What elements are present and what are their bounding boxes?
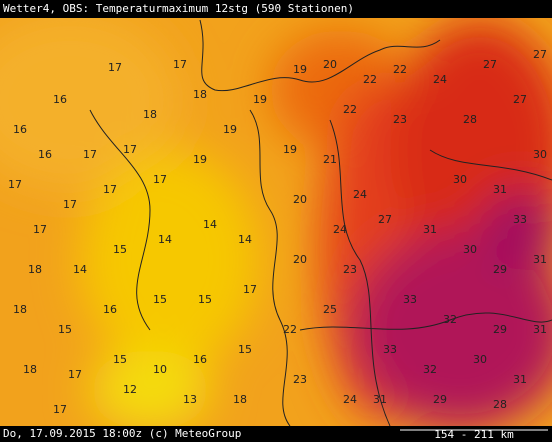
station-value: 20 [293, 193, 307, 206]
station-value: 30 [463, 243, 477, 256]
station-value: 29 [493, 263, 507, 276]
station-value: 17 [153, 173, 167, 186]
station-value: 17 [63, 198, 77, 211]
station-value: 27 [378, 213, 392, 226]
station-value: 17 [173, 58, 187, 71]
station-value: 17 [68, 368, 82, 381]
station-value: 32 [423, 363, 437, 376]
station-value: 19 [193, 153, 207, 166]
station-value: 15 [238, 343, 252, 356]
station-value: 23 [343, 263, 357, 276]
station-value: 24 [433, 73, 447, 86]
header-bar [0, 0, 552, 18]
station-value: 22 [343, 103, 357, 116]
station-value: 33 [403, 293, 417, 306]
station-value: 29 [493, 323, 507, 336]
station-value: 33 [513, 213, 527, 226]
station-value: 20 [323, 58, 337, 71]
station-value: 22 [393, 63, 407, 76]
station-value: 19 [253, 93, 267, 106]
station-value: 27 [533, 48, 547, 61]
station-value: 27 [513, 93, 527, 106]
scale-label: 154 - 211 km [434, 428, 514, 441]
station-value: 19 [223, 123, 237, 136]
station-value: 31 [513, 373, 527, 386]
station-value: 17 [33, 223, 47, 236]
station-value: 15 [198, 293, 212, 306]
title: Wetter4, OBS: Temperaturmaximum 12stg (5… [3, 2, 354, 15]
station-value: 14 [238, 233, 252, 246]
station-value: 10 [153, 363, 167, 376]
station-value: 28 [493, 398, 507, 411]
station-value: 23 [293, 373, 307, 386]
station-values: 16 16 17 17 17 16 17 17 17 17 17 17 19 19 19 19 18 18 18 14… [8, 48, 547, 416]
station-value: 17 [123, 143, 137, 156]
station-value: 30 [473, 353, 487, 366]
station-value: 14 [73, 263, 87, 276]
station-value: 24 [353, 188, 367, 201]
station-value: 18 [28, 263, 42, 276]
station-value: 15 [153, 293, 167, 306]
station-value: 18 [233, 393, 247, 406]
station-value: 19 [293, 63, 307, 76]
station-value: 18 [13, 303, 27, 316]
station-value: 15 [113, 243, 127, 256]
station-value: 31 [373, 393, 387, 406]
temperature-field [0, 18, 552, 426]
station-value: 27 [483, 58, 497, 71]
timestamp: Do, 17.09.2015 18:00z (c) MeteoGroup [3, 427, 241, 440]
station-value: 18 [143, 108, 157, 121]
station-value: 18 [193, 88, 207, 101]
border-lines [89, 19, 552, 426]
station-value: 15 [113, 353, 127, 366]
station-value: 31 [423, 223, 437, 236]
station-value: 31 [533, 323, 547, 336]
station-value: 29 [433, 393, 447, 406]
station-value: 15 [58, 323, 72, 336]
station-value: 23 [393, 113, 407, 126]
station-value: 17 [243, 283, 257, 296]
station-value: 14 [158, 233, 172, 246]
station-value: 16 [193, 353, 207, 366]
station-value: 32 [443, 313, 457, 326]
station-value: 14 [203, 218, 217, 231]
station-value: 16 [38, 148, 52, 161]
station-value: 18 [23, 363, 37, 376]
station-value: 31 [533, 253, 547, 266]
station-value: 24 [343, 393, 357, 406]
station-value: 17 [103, 183, 117, 196]
station-value: 17 [108, 61, 122, 74]
station-value: 33 [383, 343, 397, 356]
station-value: 16 [13, 123, 27, 136]
station-value: 30 [533, 148, 547, 161]
station-value: 30 [453, 173, 467, 186]
station-value: 20 [293, 253, 307, 266]
station-value: 17 [8, 178, 22, 191]
station-value: 16 [53, 93, 67, 106]
station-value: 21 [323, 153, 337, 166]
station-value: 13 [183, 393, 197, 406]
station-value: 22 [363, 73, 377, 86]
station-value: 22 [283, 323, 297, 336]
station-value: 16 [103, 303, 117, 316]
station-value: 25 [323, 303, 337, 316]
station-value: 17 [53, 403, 67, 416]
station-value: 28 [463, 113, 477, 126]
station-value: 12 [123, 383, 137, 396]
station-value: 17 [83, 148, 97, 161]
station-value: 19 [283, 143, 297, 156]
station-value: 31 [493, 183, 507, 196]
station-value: 24 [333, 223, 347, 236]
